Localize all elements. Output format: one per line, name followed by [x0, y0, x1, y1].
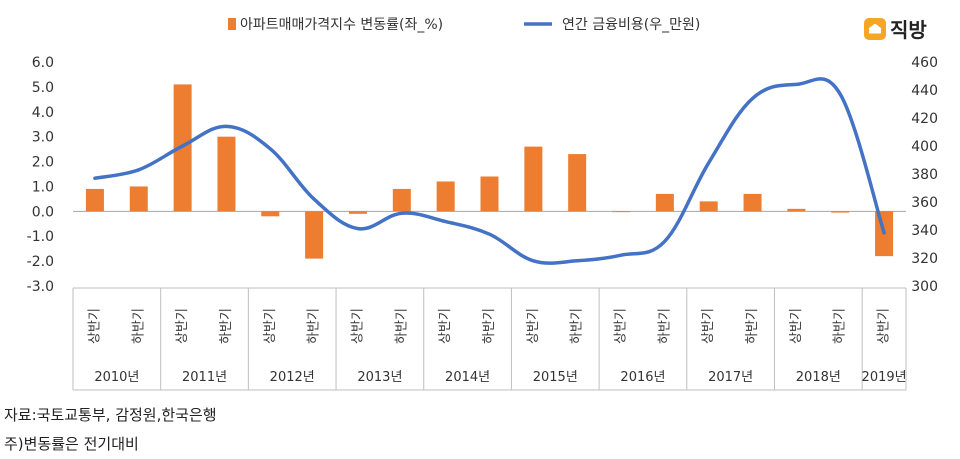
- category-label: 상반기: [438, 308, 453, 344]
- category-label: 하반기: [657, 308, 672, 344]
- year-label: 2015년: [533, 370, 578, 385]
- right-tick-label: 420: [911, 111, 938, 127]
- left-tick-label: -1.0: [27, 229, 54, 245]
- legend: 아파트매매가격지수 변동률(좌_%) 연간 금융비용(우_만원): [228, 17, 700, 33]
- brand-logo: 직방: [864, 14, 927, 43]
- bar: [480, 176, 499, 212]
- right-tick-label: 360: [911, 195, 938, 211]
- left-tick-label: 2.0: [32, 155, 54, 171]
- year-label: 2011년: [182, 370, 227, 385]
- year-label: 2017년: [708, 370, 753, 385]
- bar: [305, 211, 324, 259]
- right-tick-label: 340: [911, 223, 938, 239]
- category-label: 하반기: [833, 308, 848, 344]
- category-label: 상반기: [350, 308, 365, 344]
- bar: [348, 211, 367, 214]
- left-tick-label: 6.0: [32, 55, 54, 71]
- category-label: 하반기: [570, 308, 585, 344]
- left-tick-label: -3.0: [27, 279, 54, 295]
- category-label: 상반기: [701, 308, 716, 344]
- category-label: 상반기: [87, 308, 102, 344]
- left-tick-label: 1.0: [32, 179, 54, 195]
- house-icon: [864, 17, 886, 40]
- line-path: [93, 77, 886, 265]
- axes: 6.0 5.0 4.0 3.0 2.0 1.0 0.0 -1.0 -2.0 -3.0 460 440 4…: [27, 55, 938, 295]
- bar: [129, 186, 148, 212]
- bar: [612, 211, 631, 213]
- left-tick-label: 4.0: [32, 105, 54, 121]
- category-label: 하반기: [219, 308, 234, 344]
- bar: [743, 193, 762, 212]
- right-tick-label: 400: [911, 139, 938, 155]
- source-note: 자료:국토교통부, 감정원,한국은행: [4, 406, 217, 424]
- category-label: 상반기: [877, 308, 892, 344]
- category-label: 하반기: [745, 308, 760, 344]
- category-axis: 상반기 하반기 상반기 하반기 상반기 하반기 상반기 하반기 상반기 하반기 상반기 하반기 상반기 하…: [72, 287, 907, 391]
- right-tick-label: 440: [911, 83, 938, 99]
- category-label: 하반기: [394, 308, 409, 344]
- bar: [831, 211, 850, 213]
- year-label: 2013년: [357, 370, 402, 385]
- category-label: 하반기: [307, 308, 322, 344]
- bar: [85, 188, 104, 212]
- bar: [392, 188, 411, 212]
- legend-line-label: 연간 금융비용(우_만원): [562, 17, 700, 33]
- category-label: 하반기: [131, 308, 146, 344]
- legend-bar-swatch: [228, 18, 236, 30]
- category-label: 하반기: [482, 308, 497, 344]
- category-label: 상반기: [614, 308, 629, 344]
- left-tick-label: -2.0: [27, 254, 54, 270]
- bar: [568, 154, 587, 212]
- bar: [436, 181, 455, 212]
- line-series: [93, 77, 886, 265]
- year-label: 2014년: [445, 370, 490, 385]
- right-tick-label: 380: [911, 167, 938, 183]
- legend-bar-label: 아파트매매가격지수 변동률(좌_%): [240, 17, 443, 33]
- bar: [655, 193, 674, 212]
- brand-name: 직방: [890, 18, 927, 42]
- category-label: 상반기: [526, 308, 541, 344]
- category-label: 상반기: [789, 308, 804, 344]
- year-label: 2010년: [94, 370, 139, 385]
- left-tick-label: 5.0: [32, 80, 54, 96]
- change-note: 주)변동률은 전기대비: [4, 435, 139, 453]
- category-label: 상반기: [263, 308, 278, 344]
- year-label: 2018년: [796, 370, 841, 385]
- right-tick-label: 460: [911, 55, 938, 71]
- year-label: 2012년: [270, 370, 315, 385]
- bar: [524, 146, 543, 212]
- right-tick-label: 300: [911, 279, 938, 295]
- year-label: 2019년: [862, 370, 907, 385]
- year-label: 2016년: [620, 370, 665, 385]
- category-label: 상반기: [175, 308, 190, 344]
- bar: [787, 208, 806, 212]
- bar: [261, 211, 280, 217]
- right-tick-label: 320: [911, 251, 938, 267]
- bar: [217, 136, 236, 212]
- left-tick-label: 3.0: [32, 130, 54, 146]
- left-tick-label: 0.0: [32, 204, 54, 220]
- bar: [699, 201, 718, 212]
